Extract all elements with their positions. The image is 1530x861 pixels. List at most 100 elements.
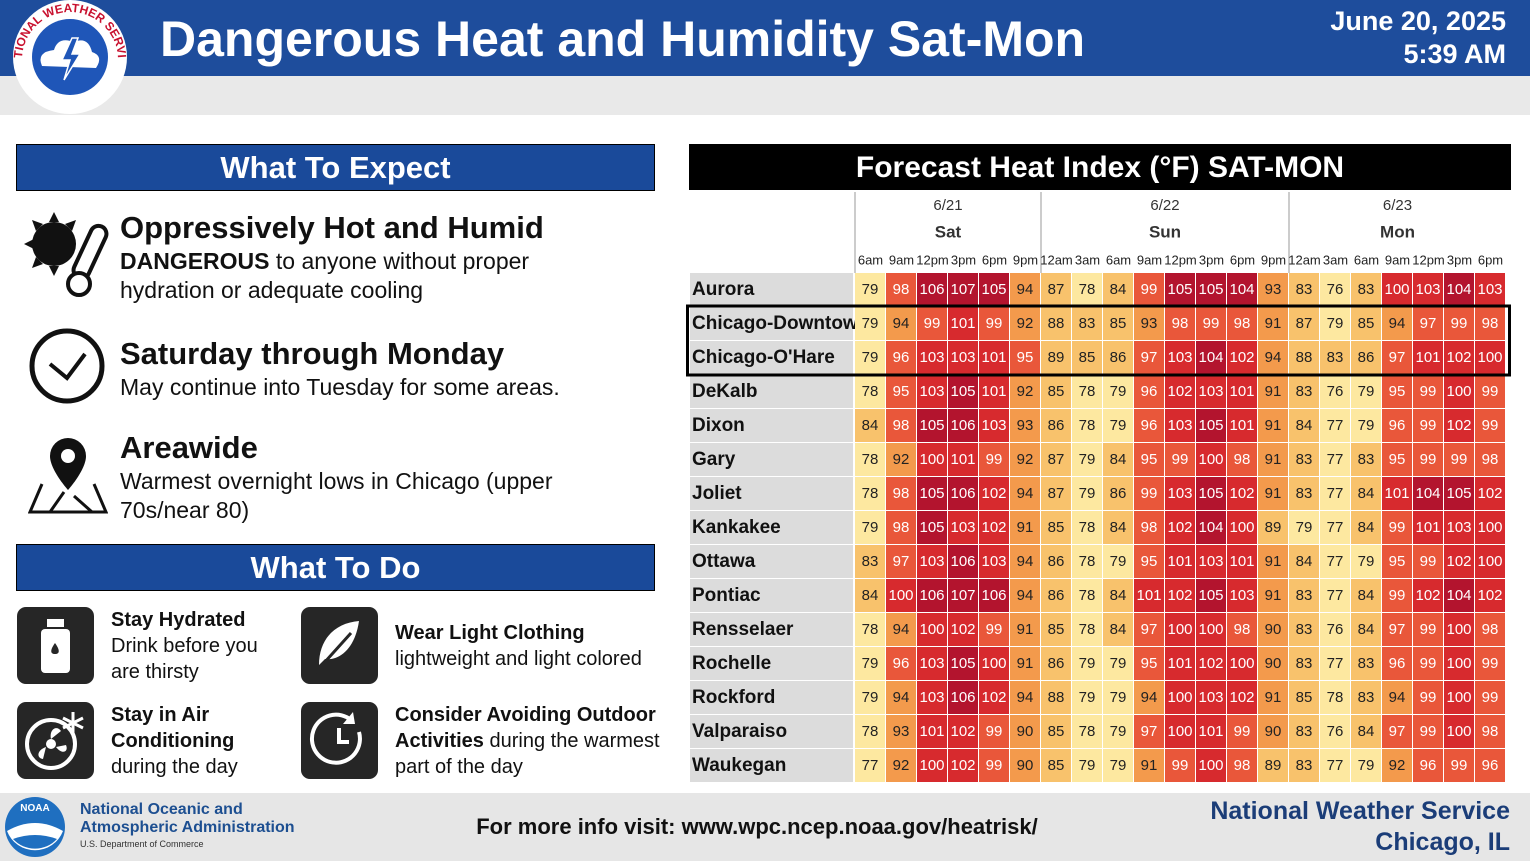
- heat-cell: [1227, 681, 1257, 714]
- map-pin-icon: [28, 438, 108, 514]
- heat-value: 99: [986, 723, 1003, 740]
- heat-cell: [1165, 749, 1195, 782]
- heat-cell: [1382, 511, 1412, 544]
- heat-cell: [948, 307, 978, 340]
- heat-value: 103: [981, 417, 1006, 434]
- heat-cell: [1103, 715, 1133, 748]
- heat-cell: [979, 273, 1009, 306]
- heat-value: 87: [1296, 315, 1313, 332]
- heat-value: 86: [1358, 349, 1375, 366]
- heat-value: 103: [1167, 349, 1192, 366]
- heat-cell: [1413, 341, 1443, 374]
- heat-value: 83: [1296, 621, 1313, 638]
- heat-cell: [1382, 681, 1412, 714]
- heat-value: 92: [1017, 451, 1034, 468]
- heat-cell: [1258, 477, 1288, 510]
- heat-cell: [1227, 375, 1257, 408]
- heat-value: 101: [981, 349, 1006, 366]
- heat-cell: [1320, 307, 1350, 340]
- heat-cell: [979, 443, 1009, 476]
- heat-value: 103: [1167, 417, 1192, 434]
- time-label: 12pm: [916, 252, 949, 267]
- heat-value: 105: [950, 383, 975, 400]
- heat-cell: [886, 511, 916, 544]
- time-label: 6pm: [1230, 252, 1255, 267]
- table-title-bar: [689, 144, 1511, 190]
- heat-cell: [1289, 681, 1319, 714]
- heat-value: 99: [1141, 281, 1158, 298]
- heat-cell: [1413, 545, 1443, 578]
- heat-value: 97: [893, 553, 910, 570]
- item-text: Warmest overnight lows in Chicago (upper…: [120, 468, 553, 523]
- heat-value: 90: [1017, 723, 1034, 740]
- heat-value: 105: [1198, 587, 1223, 604]
- heat-cell: [1103, 511, 1133, 544]
- heat-cell: [1444, 579, 1474, 612]
- heat-cell: [948, 273, 978, 306]
- heat-value: 78: [862, 451, 879, 468]
- heat-cell: [1382, 307, 1412, 340]
- heat-cell: [1103, 681, 1133, 714]
- heat-cell: [1351, 273, 1381, 306]
- heat-cell: [1227, 579, 1257, 612]
- location-cell: [690, 443, 853, 476]
- heat-value: 79: [1079, 655, 1096, 672]
- heat-cell: [886, 477, 916, 510]
- heat-value: 100: [1446, 689, 1471, 706]
- location-name: Waukegan: [692, 755, 786, 776]
- location-cell: [690, 477, 853, 510]
- heat-cell: [1320, 511, 1350, 544]
- heat-value: 101: [1167, 655, 1192, 672]
- heat-cell: [948, 443, 978, 476]
- heat-cell: [1072, 545, 1102, 578]
- heat-value: 98: [1234, 757, 1251, 774]
- heat-cell: [1041, 647, 1071, 680]
- heat-value: 94: [893, 315, 910, 332]
- heat-value: 79: [862, 315, 879, 332]
- timestamp: June 20, 2025 5:39 AM: [1330, 5, 1506, 71]
- heat-cell: [1382, 715, 1412, 748]
- heat-cell: [1289, 443, 1319, 476]
- heat-value: 94: [1389, 689, 1406, 706]
- heat-value: 100: [919, 451, 944, 468]
- heat-cell: [1413, 409, 1443, 442]
- heat-cell: [1227, 511, 1257, 544]
- heat-cell: [917, 545, 947, 578]
- heat-value: 79: [862, 281, 879, 298]
- heat-value: 97: [1141, 349, 1158, 366]
- heat-cell: [1072, 681, 1102, 714]
- heat-cell: [1444, 511, 1474, 544]
- heat-cell: [886, 579, 916, 612]
- heat-cell: [979, 749, 1009, 782]
- heat-cell: [1134, 443, 1164, 476]
- heat-value: 77: [1327, 587, 1344, 604]
- header-band: [0, 76, 1530, 115]
- heat-value: 96: [1389, 655, 1406, 672]
- heat-cell: [1010, 307, 1040, 340]
- date: June 20, 2025: [1330, 6, 1506, 36]
- heat-cell: [886, 647, 916, 680]
- heat-value: 77: [862, 757, 879, 774]
- heat-value: 100: [1167, 689, 1192, 706]
- heat-cell: [1258, 749, 1288, 782]
- heat-cell: [1103, 409, 1133, 442]
- heat-cell: [1351, 749, 1381, 782]
- heat-cell: [1196, 613, 1226, 646]
- heat-cell: [1041, 579, 1071, 612]
- item-title: Oppressively Hot and Humid: [120, 210, 544, 245]
- heat-cell: [1165, 375, 1195, 408]
- heat-value: 84: [1110, 621, 1127, 638]
- heat-value: 78: [1079, 621, 1096, 638]
- heat-value: 101: [1415, 349, 1440, 366]
- heat-cell: [1320, 613, 1350, 646]
- heat-value: 98: [1482, 315, 1499, 332]
- heat-value: 95: [1141, 451, 1158, 468]
- heat-value: 100: [1477, 553, 1502, 570]
- heat-cell: [948, 477, 978, 510]
- title: Dangerous Heat and Humidity Sat-Mon: [160, 11, 1086, 67]
- heat-value: 83: [1296, 485, 1313, 502]
- heat-value: 91: [1265, 315, 1282, 332]
- heat-cell: [948, 375, 978, 408]
- heat-cell: [1103, 749, 1133, 782]
- heat-cell: [1258, 647, 1288, 680]
